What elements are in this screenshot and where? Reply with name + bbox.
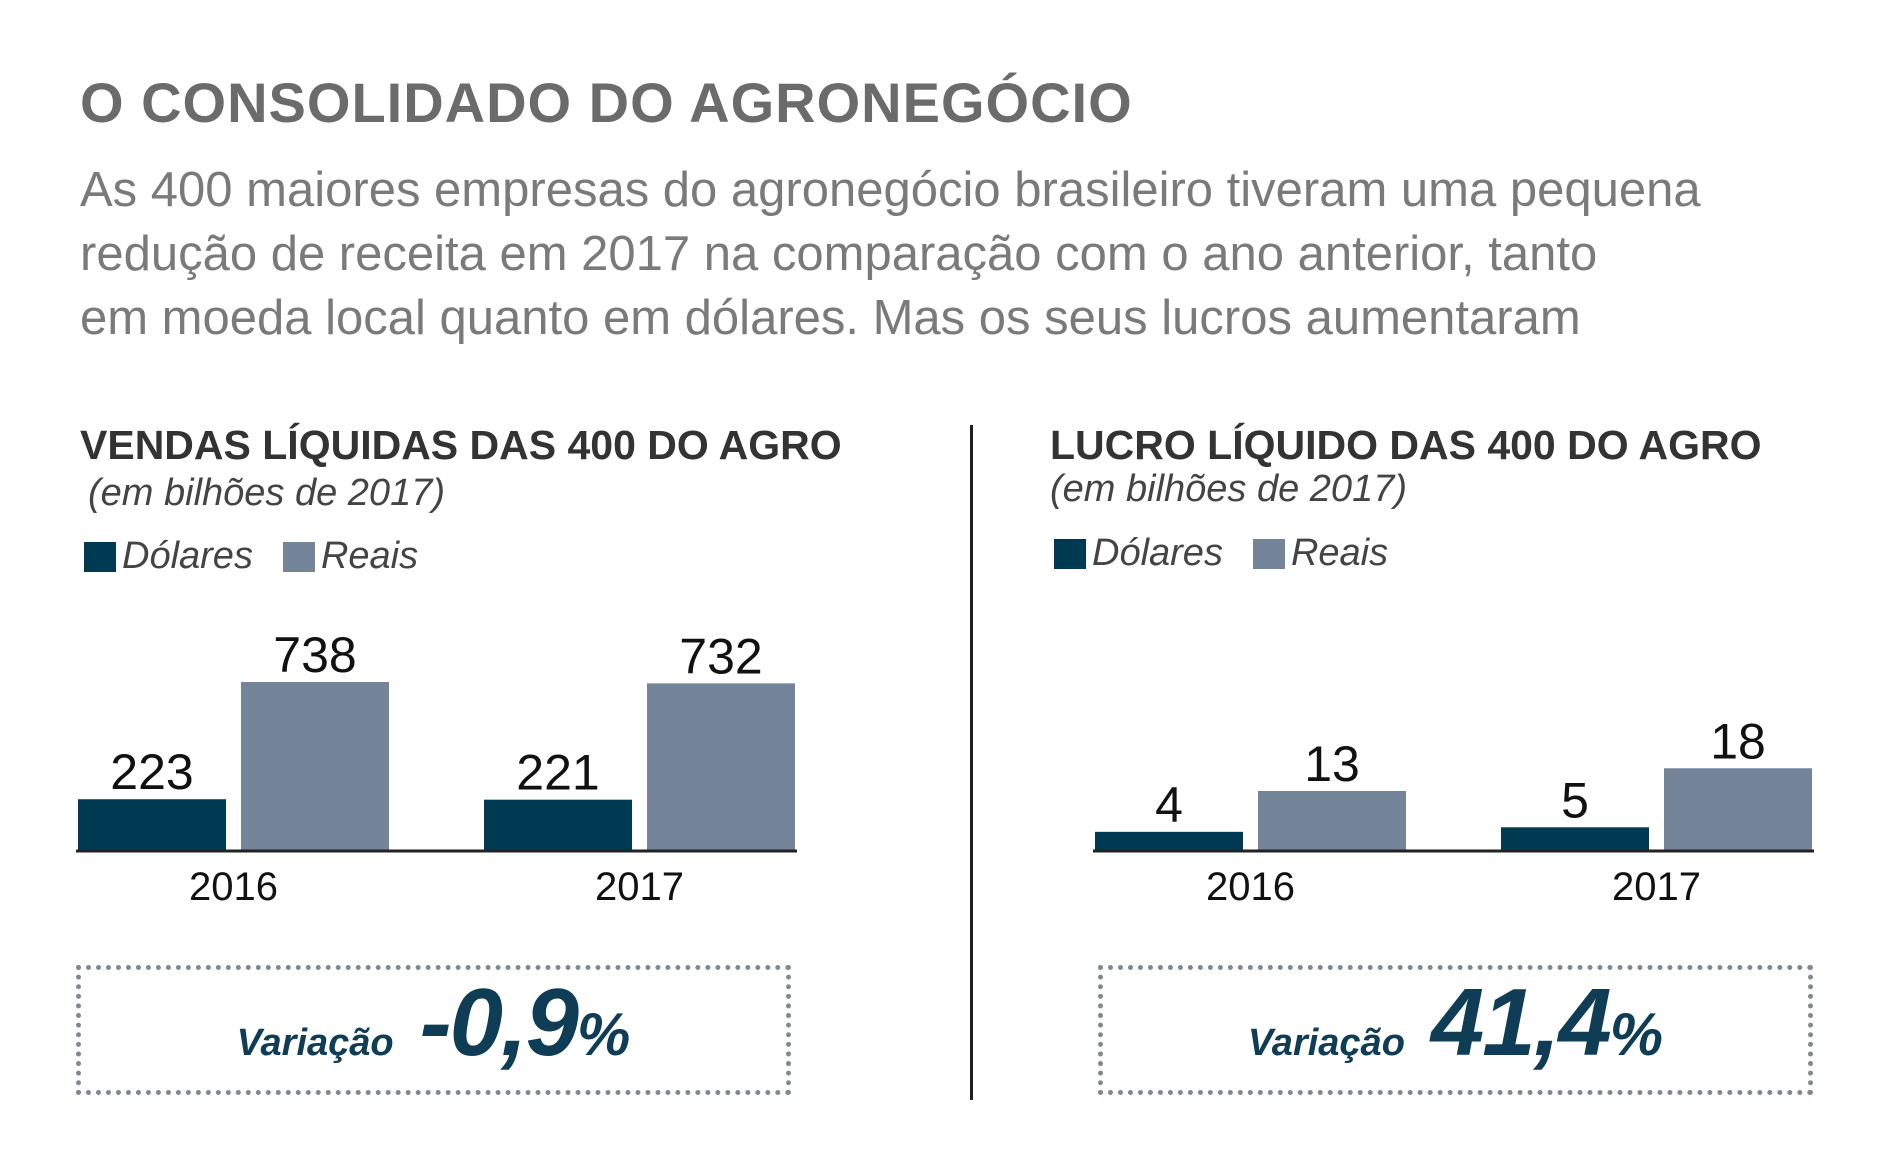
x-tick-label: 2017	[1612, 865, 1701, 909]
legend-label: Reais	[320, 535, 419, 577]
data-label-reais-2017: 18	[1710, 713, 1766, 769]
variation-content: Variação 41,4 %	[1103, 968, 1808, 1078]
profit-variation-box: Variação 41,4 %	[1098, 965, 1813, 1095]
bar-reais-2017	[1664, 768, 1812, 850]
legend-item-dolares: Dólares	[84, 535, 253, 578]
data-label-dolares-2016: 4	[1155, 777, 1183, 833]
variation-label: Variação	[236, 1022, 394, 1064]
bar-reais-2016	[1258, 790, 1406, 850]
legend-swatch-dolares	[84, 541, 116, 572]
x-tick-label: 2016	[1206, 865, 1295, 909]
variation-unit: %	[577, 1001, 631, 1068]
data-label-reais-2017: 732	[679, 628, 762, 684]
x-tick-label: 2016	[189, 865, 278, 909]
legend-label: Reais	[1290, 532, 1389, 574]
legend-swatch-reais	[1252, 538, 1285, 569]
data-label-reais-2016: 13	[1304, 736, 1360, 792]
variation-value: -0,9	[419, 969, 579, 1076]
data-label-dolares-2017: 5	[1561, 772, 1589, 828]
legend-item-dolares: Dólares	[1054, 532, 1223, 575]
variation-unit: %	[1609, 1001, 1664, 1068]
legend-item-reais: Reais	[1252, 532, 1389, 575]
profit-chart-title: LUCRO LÍQUIDO DAS 400 DO AGRO	[1050, 422, 1762, 468]
legend-swatch-dolares	[1054, 538, 1086, 569]
legend-swatch-reais	[282, 541, 315, 572]
bar-dolares-2017	[484, 799, 632, 850]
bar-reais-2017	[647, 683, 795, 850]
panel-divider	[970, 425, 973, 1100]
bar-dolares-2016	[1095, 831, 1243, 850]
data-label-dolares-2016: 223	[110, 744, 193, 800]
bar-dolares-2016	[78, 799, 226, 850]
page-subtitle: As 400 maiores empresas do agronegócio b…	[80, 158, 1840, 350]
subtitle-line: em moeda local quanto em dólares. Mas os…	[80, 291, 1581, 345]
profit-chart-unit: (em bilhões de 2017)	[1050, 468, 1407, 510]
profit-panel: LUCRO LÍQUIDO DAS 400 DO AGRO (em bilhõe…	[970, 0, 1870, 1174]
bar-dolares-2017	[1501, 827, 1649, 850]
sales-variation-box: Variação -0,9 %	[76, 965, 791, 1095]
profit-legend: Dólares Reais	[1054, 532, 1418, 575]
sales-legend: Dólares Reais	[84, 535, 448, 578]
sales-chart-title: VENDAS LÍQUIDAS DAS 400 DO AGRO	[80, 422, 842, 468]
data-label-dolares-2017: 221	[516, 745, 599, 801]
sales-panel: VENDAS LÍQUIDAS DAS 400 DO AGRO (em bilh…	[0, 0, 900, 1174]
x-tick-label: 2017	[595, 865, 684, 909]
variation-label: Variação	[1247, 1022, 1405, 1064]
bar-reais-2016	[241, 682, 389, 850]
legend-item-reais: Reais	[282, 535, 419, 578]
profit-chart: 4 13 2016 5 18 2017	[1093, 713, 1814, 909]
subtitle-line: redução de receita em 2017 na comparação…	[80, 227, 1598, 281]
legend-label: Dólares	[1092, 532, 1223, 574]
variation-value: 41,4	[1430, 969, 1612, 1076]
sales-chart: 223 738 2016 221 732 2017	[76, 627, 797, 909]
sales-chart-unit: (em bilhões de 2017)	[88, 472, 445, 514]
data-label-reais-2016: 738	[273, 627, 356, 683]
legend-label: Dólares	[122, 535, 253, 577]
variation-content: Variação -0,9 %	[81, 968, 786, 1078]
page-title: O CONSOLIDADO DO AGRONEGÓCIO	[80, 71, 1133, 134]
subtitle-line: As 400 maiores empresas do agronegócio b…	[80, 163, 1701, 217]
